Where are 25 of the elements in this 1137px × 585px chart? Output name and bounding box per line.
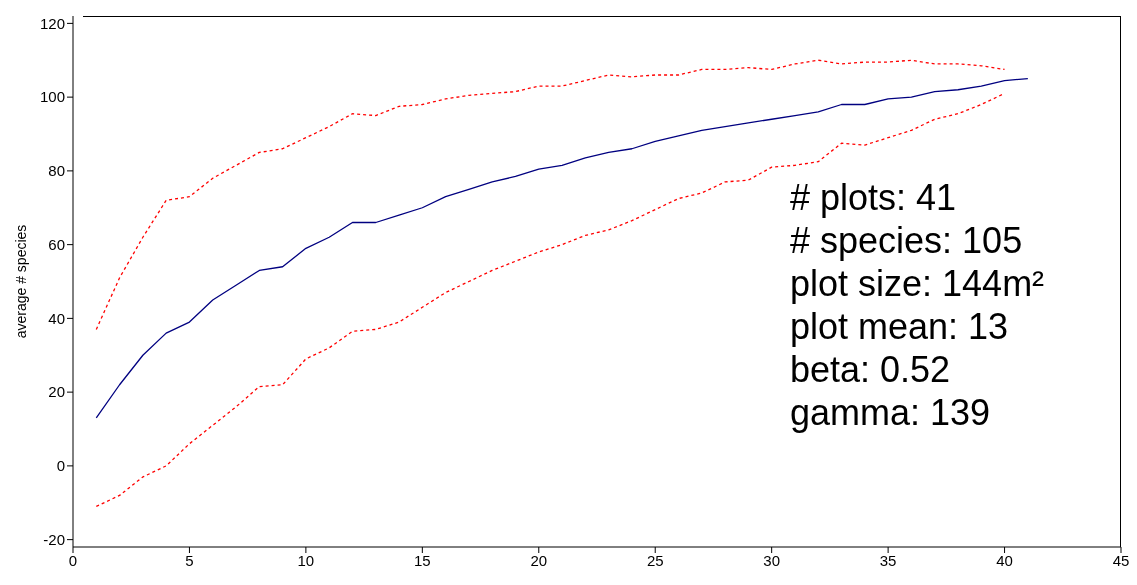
y-tick-label: 100: [39, 88, 65, 106]
y-tick-label: 80: [48, 162, 65, 180]
x-tick-label: 40: [996, 551, 1013, 569]
y-tick-label: -20: [43, 530, 65, 548]
y-tick-label: 60: [48, 235, 65, 253]
x-tick-label: 45: [1112, 551, 1130, 569]
x-tick-label: 10: [297, 551, 315, 569]
y-tick-label: 20: [48, 383, 65, 401]
annotation: plot mean: 13: [790, 305, 1010, 348]
x-tick-label: 30: [763, 551, 781, 569]
annotation: plot size: 144m²: [790, 262, 1045, 305]
annotation: gamma: 139: [790, 391, 992, 434]
x-tick-label: 15: [413, 551, 431, 569]
x-tick-label: 35: [879, 551, 897, 569]
y-axis-title: average # species: [12, 224, 29, 339]
annotation: # species: 105: [790, 219, 1024, 262]
x-tick-label: 25: [646, 551, 664, 569]
x-tick-label: 5: [185, 551, 194, 569]
y-tick-label: 40: [48, 309, 65, 327]
y-tick-label: 120: [39, 14, 65, 32]
annotation: # plots: 41: [790, 176, 958, 219]
annotation: beta: 0.52: [790, 348, 952, 391]
y-tick-label: 0: [56, 457, 65, 475]
x-tick-label: 0: [68, 551, 78, 569]
x-tick-label: 20: [530, 551, 548, 569]
